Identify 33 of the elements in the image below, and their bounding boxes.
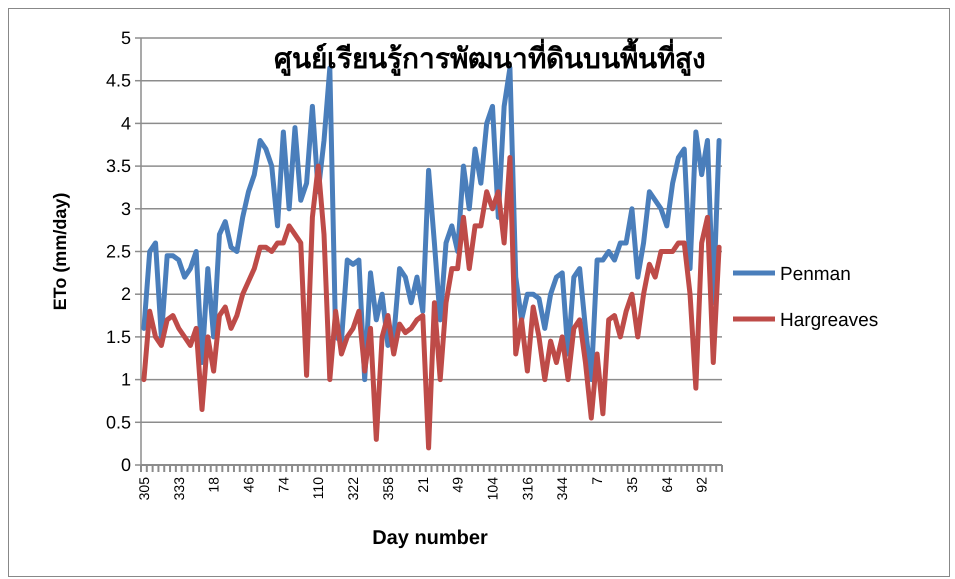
y-tick-label: 0.5 [106,412,131,432]
legend-label: Hargreaves [780,310,878,331]
y-tick-label: 1 [120,370,131,390]
x-tick-label: 49 [450,476,466,493]
y-tick-label: 5 [120,28,131,48]
y-tick-label: 4.5 [106,70,131,91]
y-tick-label: 4 [120,113,131,134]
x-tick-label: 7 [589,476,606,485]
y-tick-label: 3 [120,198,131,219]
x-tick-label: 358 [380,476,396,500]
x-tick-label: 64 [658,476,675,493]
x-tick-label: 18 [206,476,222,493]
y-tick-label: 2.5 [106,242,131,262]
x-tick-label: 21 [414,476,431,493]
x-tick-label: 344 [554,476,570,500]
x-tick-label: 316 [519,476,536,500]
y-tick-label: 3.5 [106,156,131,176]
x-tick-label: 110 [310,476,326,500]
y-tick-label: 2 [120,284,131,304]
x-tick-label: 104 [484,476,501,500]
y-axis-title: ETo (mm/day) [50,192,70,310]
x-tick-label: 322 [345,476,362,500]
chart-title: ศูนย์เรียนรู้การพัฒนาที่ดินบนพื้นที่สูง [274,37,706,76]
x-axis-title: Day number [372,527,488,549]
x-tick-label: 74 [275,476,292,493]
legend-label: Penman [780,264,851,285]
x-tick-label: 92 [694,476,710,493]
x-tick-label: 305 [136,476,152,500]
y-tick-label: 0 [120,455,131,475]
x-tick-label: 46 [240,476,256,493]
y-tick-label: 1.5 [106,326,131,347]
x-tick-label: 35 [624,476,640,493]
x-tick-label: 333 [170,476,187,500]
